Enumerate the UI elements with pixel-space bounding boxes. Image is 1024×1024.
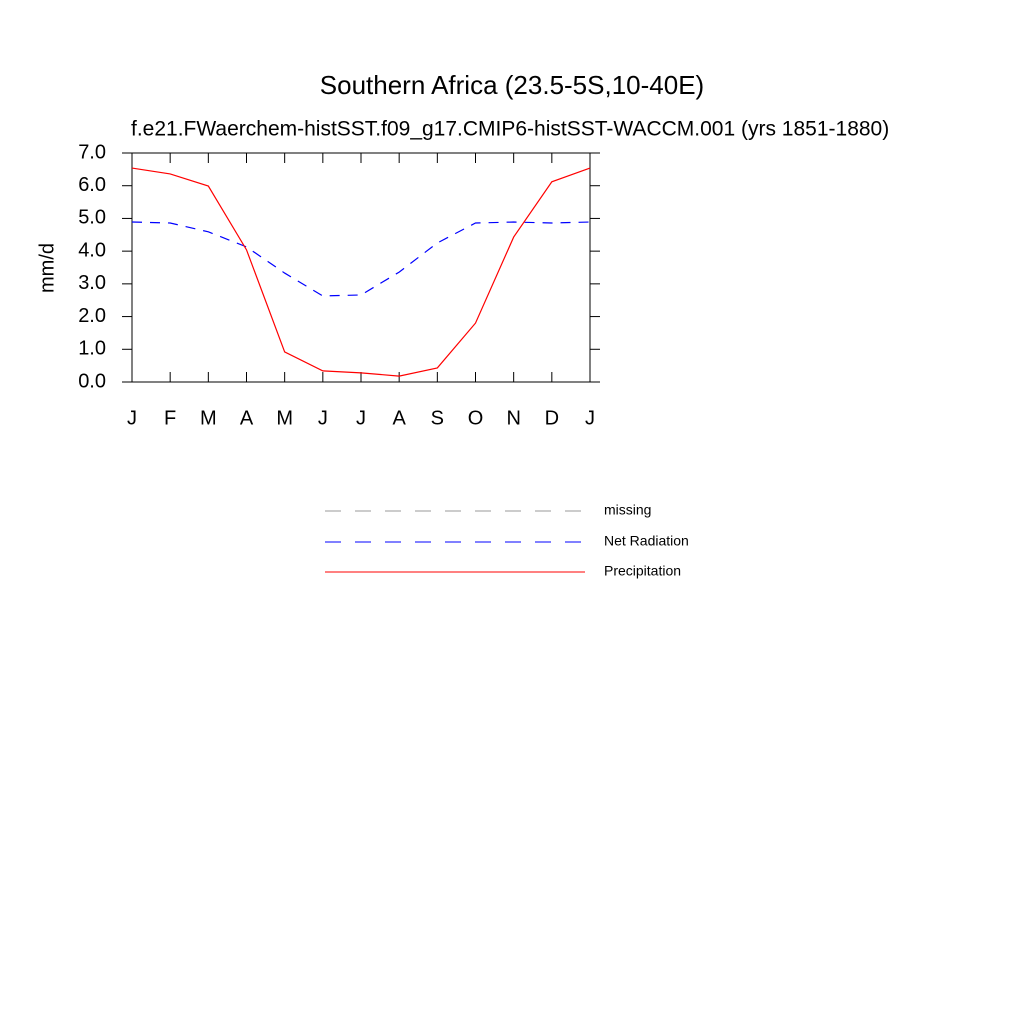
y-tick-label: 1.0 — [78, 338, 106, 360]
x-tick-label: O — [468, 407, 484, 429]
x-tick-label: J — [318, 407, 328, 429]
x-tick-label: A — [240, 407, 254, 429]
y-tick-label: 0.0 — [78, 370, 106, 392]
y-axis-label: mm/d — [36, 243, 58, 293]
x-tick-label: J — [585, 407, 595, 429]
x-tick-label: F — [164, 407, 176, 429]
x-tick-label: N — [506, 407, 520, 429]
y-tick-label: 5.0 — [78, 207, 106, 229]
legend-label: missing — [604, 502, 651, 518]
plot-frame — [131, 152, 591, 383]
chart-title: Southern Africa (23.5-5S,10-40E) — [320, 70, 704, 100]
x-tick-label: A — [392, 407, 406, 429]
x-tick-label: D — [545, 407, 559, 429]
legend-label: Net Radiation — [604, 533, 689, 549]
x-tick-label: M — [200, 407, 217, 429]
y-tick-label: 7.0 — [78, 141, 106, 163]
y-tick-label: 4.0 — [78, 239, 106, 261]
x-tick-label: J — [127, 407, 137, 429]
x-tick-label: J — [356, 407, 366, 429]
chart-subtitle: f.e21.FWaerchem-histSST.f09_g17.CMIP6-hi… — [131, 118, 889, 141]
y-tick-label: 3.0 — [78, 272, 106, 294]
series-line — [131, 221, 591, 297]
y-tick-label: 2.0 — [78, 305, 106, 327]
series-line — [131, 167, 591, 377]
y-tick-label: 6.0 — [78, 174, 106, 196]
x-tick-label: S — [431, 407, 444, 429]
legend-label: Precipitation — [604, 563, 681, 579]
x-tick-label: M — [276, 407, 293, 429]
